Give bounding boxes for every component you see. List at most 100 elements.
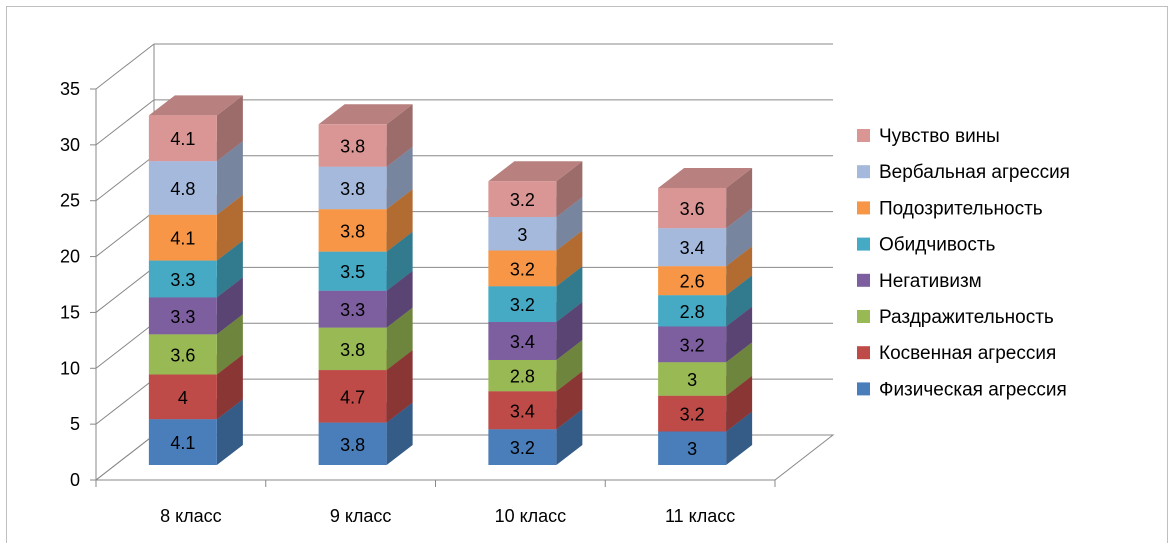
data-label: 3.4 <box>680 238 705 258</box>
legend-label: Физическая агрессия <box>879 379 1067 400</box>
side-gridline <box>95 211 155 257</box>
data-label: 3.4 <box>510 332 535 352</box>
data-label: 4.8 <box>170 179 195 199</box>
bar-segment-side <box>726 411 753 465</box>
bar-segment-front <box>658 362 727 396</box>
data-label: 4.7 <box>340 387 365 407</box>
bar-segment-front <box>148 260 217 298</box>
bar-segment-side <box>556 266 583 323</box>
data-label: 3.8 <box>340 340 365 360</box>
bar-segment-front <box>488 391 557 430</box>
side-gridline <box>95 434 155 481</box>
bar-segment-side <box>386 402 413 465</box>
data-label: 3.2 <box>510 438 535 458</box>
legend: Чувство вины Вербальная агрессия Подозрите… <box>857 126 1070 400</box>
data-label: 3.2 <box>510 190 535 210</box>
bar-segment-front <box>148 374 217 420</box>
bar-segment-front <box>658 295 727 327</box>
bar-segment-side <box>726 306 753 363</box>
bar-segment-side <box>726 342 753 396</box>
bar-segment-side <box>386 104 413 167</box>
bar-segment-side <box>556 230 583 287</box>
bar-segment-top <box>148 95 243 116</box>
bar-segment-front <box>658 228 727 267</box>
bar-segment <box>658 167 753 229</box>
data-label: 3.6 <box>170 345 195 365</box>
data-label: 3.2 <box>510 259 535 279</box>
y-tick-label: 20 <box>60 247 80 267</box>
bar-segment-side <box>726 208 753 267</box>
bar-segment-side <box>556 161 583 217</box>
chart-frame <box>6 6 1168 543</box>
bar-segment-front <box>318 290 387 328</box>
bar-segment-side <box>216 240 243 298</box>
bar-segment-side <box>216 354 243 420</box>
bar-segment-front <box>318 124 387 167</box>
bar-segment-front <box>318 209 387 252</box>
side-gridline <box>95 267 155 313</box>
bar-segment-front <box>318 370 387 423</box>
data-label: 3.8 <box>340 221 365 241</box>
side-gridline <box>95 99 155 146</box>
bar-segment-front <box>488 429 557 465</box>
data-label: 4.1 <box>170 433 195 453</box>
bar-segment-side <box>386 270 413 328</box>
y-tick-label: 35 <box>60 79 80 99</box>
bar-segment-side <box>726 275 753 327</box>
bar-segment-front <box>488 286 557 323</box>
data-label: 3.3 <box>170 270 195 290</box>
data-label: 3.2 <box>680 335 705 355</box>
bar-segment-front <box>148 297 217 335</box>
bar-segment <box>148 95 243 162</box>
data-label: 4 <box>178 388 188 408</box>
bar-segment <box>318 104 413 167</box>
data-label: 2.6 <box>680 272 705 292</box>
data-label: 3.2 <box>680 405 705 425</box>
bar-segment-side <box>216 399 243 465</box>
bar-segment-front <box>658 431 727 465</box>
bar-segment-front <box>488 181 557 217</box>
data-labels: 4.1 4 3.6 3.3 3.3 4.1 4.8 4.1 3.8 4.7 3.8 3.3 3.5 3.8… <box>170 129 704 459</box>
side-gridline <box>95 378 155 425</box>
legend-swatch <box>857 165 870 179</box>
y-tick-label: 5 <box>70 414 80 434</box>
bar-segment-side <box>216 194 243 261</box>
bar-segment-front <box>318 251 387 291</box>
bar-segment-front <box>488 250 557 287</box>
legend-swatch <box>857 273 870 287</box>
x-tick-label: 11 класс <box>665 506 735 526</box>
bar-segment-side <box>556 196 583 251</box>
data-label: 4.1 <box>170 229 195 249</box>
y-tick-label: 30 <box>60 135 80 155</box>
x-tick-label: 9 класс <box>330 506 392 526</box>
y-tick-label: 25 <box>60 191 80 211</box>
data-label: 3 <box>687 439 697 459</box>
bar-segment-side <box>386 307 413 371</box>
data-label: 3.5 <box>340 262 365 282</box>
legend-label: Раздражительность <box>879 307 1054 328</box>
data-label: 3.2 <box>510 295 535 315</box>
bar-segment-side <box>216 277 243 335</box>
bar-segment-side <box>726 375 753 432</box>
bar-segment-side <box>386 189 413 252</box>
y-tick-label: 10 <box>60 358 80 378</box>
x-tick-label: 10 класс <box>495 506 567 526</box>
bar-segment-front <box>658 266 727 296</box>
legend-label: Вербальная агрессия <box>879 162 1070 183</box>
bar-segment-side <box>386 350 413 423</box>
bar-segment-front <box>318 166 387 210</box>
legend-swatch <box>857 310 870 323</box>
data-label: 3.6 <box>680 199 705 219</box>
bar-segment-front <box>658 187 727 229</box>
bar-segment-top <box>658 167 753 188</box>
bar-segment-side <box>216 314 243 375</box>
side-gridline <box>95 322 155 369</box>
side-gridline <box>95 43 155 90</box>
legend-swatch <box>857 201 870 215</box>
data-label: 3.8 <box>340 136 365 156</box>
bar-segment-side <box>556 339 583 392</box>
legend-swatch <box>857 237 870 251</box>
data-label: 3.3 <box>340 300 365 320</box>
legend-label: Обидчивость <box>879 235 996 256</box>
bars <box>148 95 753 465</box>
